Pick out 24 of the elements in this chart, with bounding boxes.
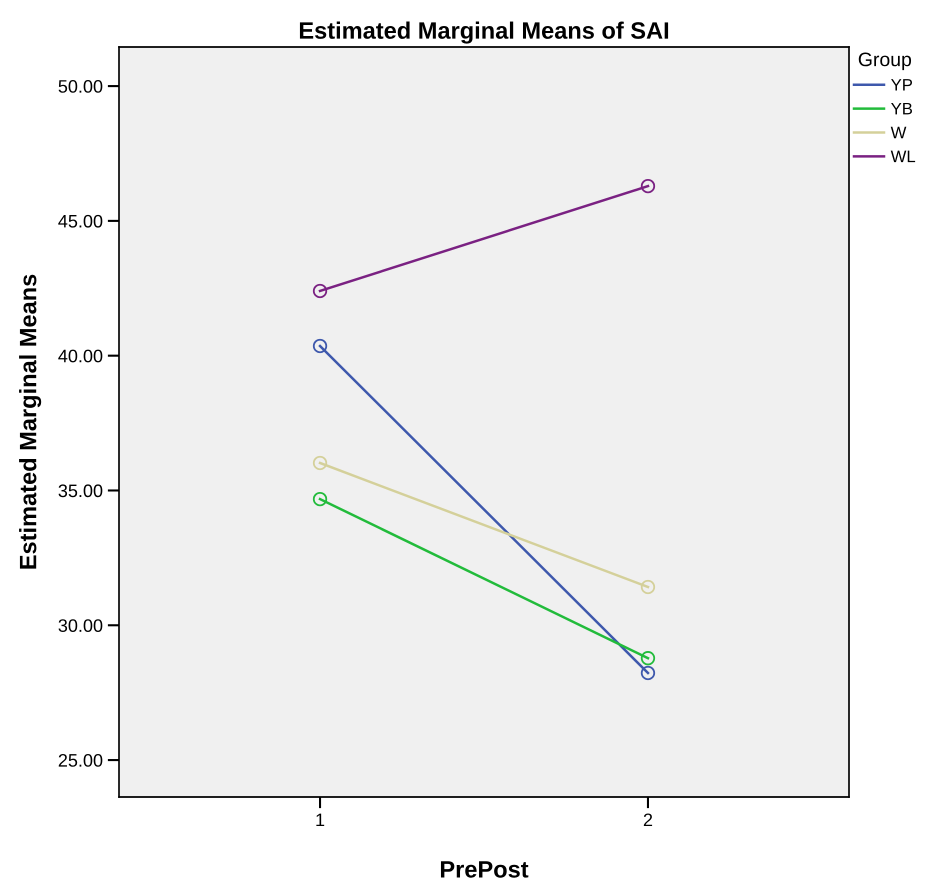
point [312,338,328,354]
legend-label: WL [890,150,916,162]
point [640,666,656,680]
chart-title: Estimated Marginal Means of SAI [300,22,668,44]
legend-label: YB [891,102,912,114]
y-tick-label: 40.00 [58,350,102,362]
y-axis-title: Estimated Marginal Means [19,274,42,569]
x-tick-label: 2 [644,813,652,826]
legend-label: YP [891,79,912,91]
point [312,492,328,506]
x-tick-label: 1 [316,814,324,826]
y-tick-label: 30.00 [58,619,102,632]
y-tick-label: 25.00 [58,754,102,767]
legend-title: Group [858,52,912,70]
point [640,580,656,594]
point [312,456,328,470]
x-axis-title: PrePost [440,861,528,878]
y-tick-label: 45.00 [58,214,102,228]
point [312,284,328,298]
point [640,178,656,194]
point [640,651,656,666]
legend-label: W [890,126,906,138]
y-tick-label: 50.00 [58,80,102,93]
y-tick-label: 35.00 [58,484,102,498]
